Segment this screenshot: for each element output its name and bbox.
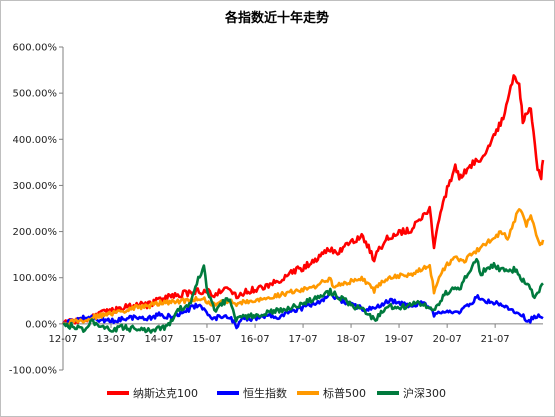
chart-title: 各指数近十年走势: [224, 10, 329, 26]
x-tick-label: 16-07: [241, 334, 270, 345]
y-tick-label: 400.00%: [13, 135, 58, 146]
series-line: [61, 74, 545, 325]
x-tick-label: 12-07: [48, 334, 77, 345]
series-line: [62, 292, 544, 330]
legend-label: 纳斯达克100: [133, 387, 198, 400]
plot-series: [61, 74, 545, 334]
legend: 纳斯达克100 恒生指数 标普500 沪深300: [107, 386, 446, 400]
x-tick-label: 13-07: [96, 334, 125, 345]
legend-label: 恒生指数: [243, 386, 287, 400]
x-tick-label: 19-07: [385, 334, 414, 345]
x-tick-label: 18-07: [337, 334, 366, 345]
x-tick-label: 15-07: [192, 334, 221, 345]
x-tick-label: 17-07: [289, 334, 318, 345]
series-line: [62, 208, 545, 327]
y-tick-label: 500.00%: [13, 89, 58, 100]
series-line: [62, 257, 544, 334]
y-tick-label: 600.00%: [13, 43, 58, 54]
y-axis: -100.00% 0.00% 100.00% 200.00% 300.00% 400.00…: [9, 43, 64, 377]
y-tick-label: 0.00%: [25, 319, 57, 330]
y-tick-label: 200.00%: [13, 227, 58, 238]
y-tick-label: -100.00%: [9, 366, 57, 377]
x-tick-label: 21-07: [481, 334, 510, 345]
legend-label: 沪深300: [403, 386, 446, 400]
y-tick-label: 100.00%: [13, 273, 58, 284]
legend-label: 标普500: [323, 386, 366, 400]
x-axis: 12-07 13-07 14-07 15-07 16-07 17-07 18-07 19-07…: [48, 323, 543, 345]
y-tick-label: 300.00%: [13, 181, 58, 192]
x-tick-label: 20-07: [433, 334, 462, 345]
x-tick-label: 14-07: [144, 334, 173, 345]
